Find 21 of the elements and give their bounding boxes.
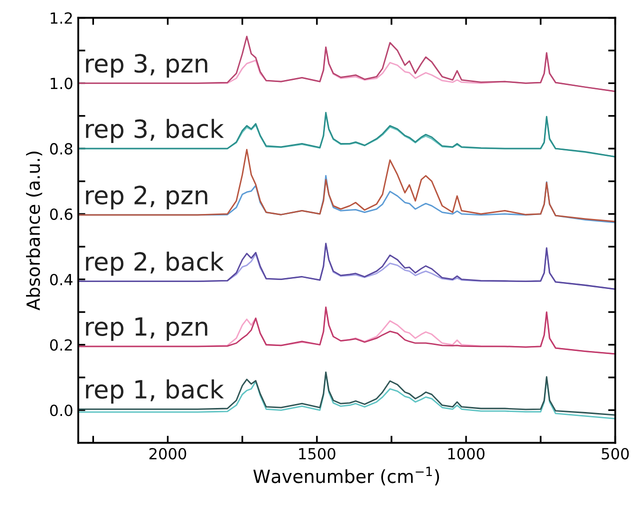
annotation: rep 3, pzn — [86, 54, 208, 78]
y-tick-label: 1.0 — [50, 78, 72, 90]
annotation: rep 2, pzn — [86, 186, 208, 210]
x-tick-label: 2000 — [149, 448, 186, 460]
y-tick-label: 0.4 — [50, 274, 73, 286]
annotation: rep 2, back — [86, 252, 224, 276]
x-tick-label: 1000 — [448, 448, 484, 460]
x-axis-title: Wavenumber (cm$^{−1}$) — [253, 466, 440, 486]
y-tick-label: 0.0 — [50, 404, 72, 416]
line-series — [78, 148, 616, 222]
annotation: rep 3, back — [86, 118, 224, 144]
y-tick-label: 0.6 — [50, 208, 72, 220]
y-tick-label: 0.2 — [50, 339, 72, 351]
annotation: rep 1, back — [86, 379, 224, 404]
line-series — [78, 36, 616, 92]
y-axis-title: Absorbance (a.u.) — [26, 152, 42, 310]
x-tick-label: 1500 — [299, 448, 336, 460]
y-tick-label: 0.8 — [50, 143, 72, 155]
annotation: rep 1, pzn — [86, 317, 208, 341]
y-tick-label: 1.2 — [50, 12, 72, 24]
x-tick-label: 500 — [602, 448, 629, 460]
